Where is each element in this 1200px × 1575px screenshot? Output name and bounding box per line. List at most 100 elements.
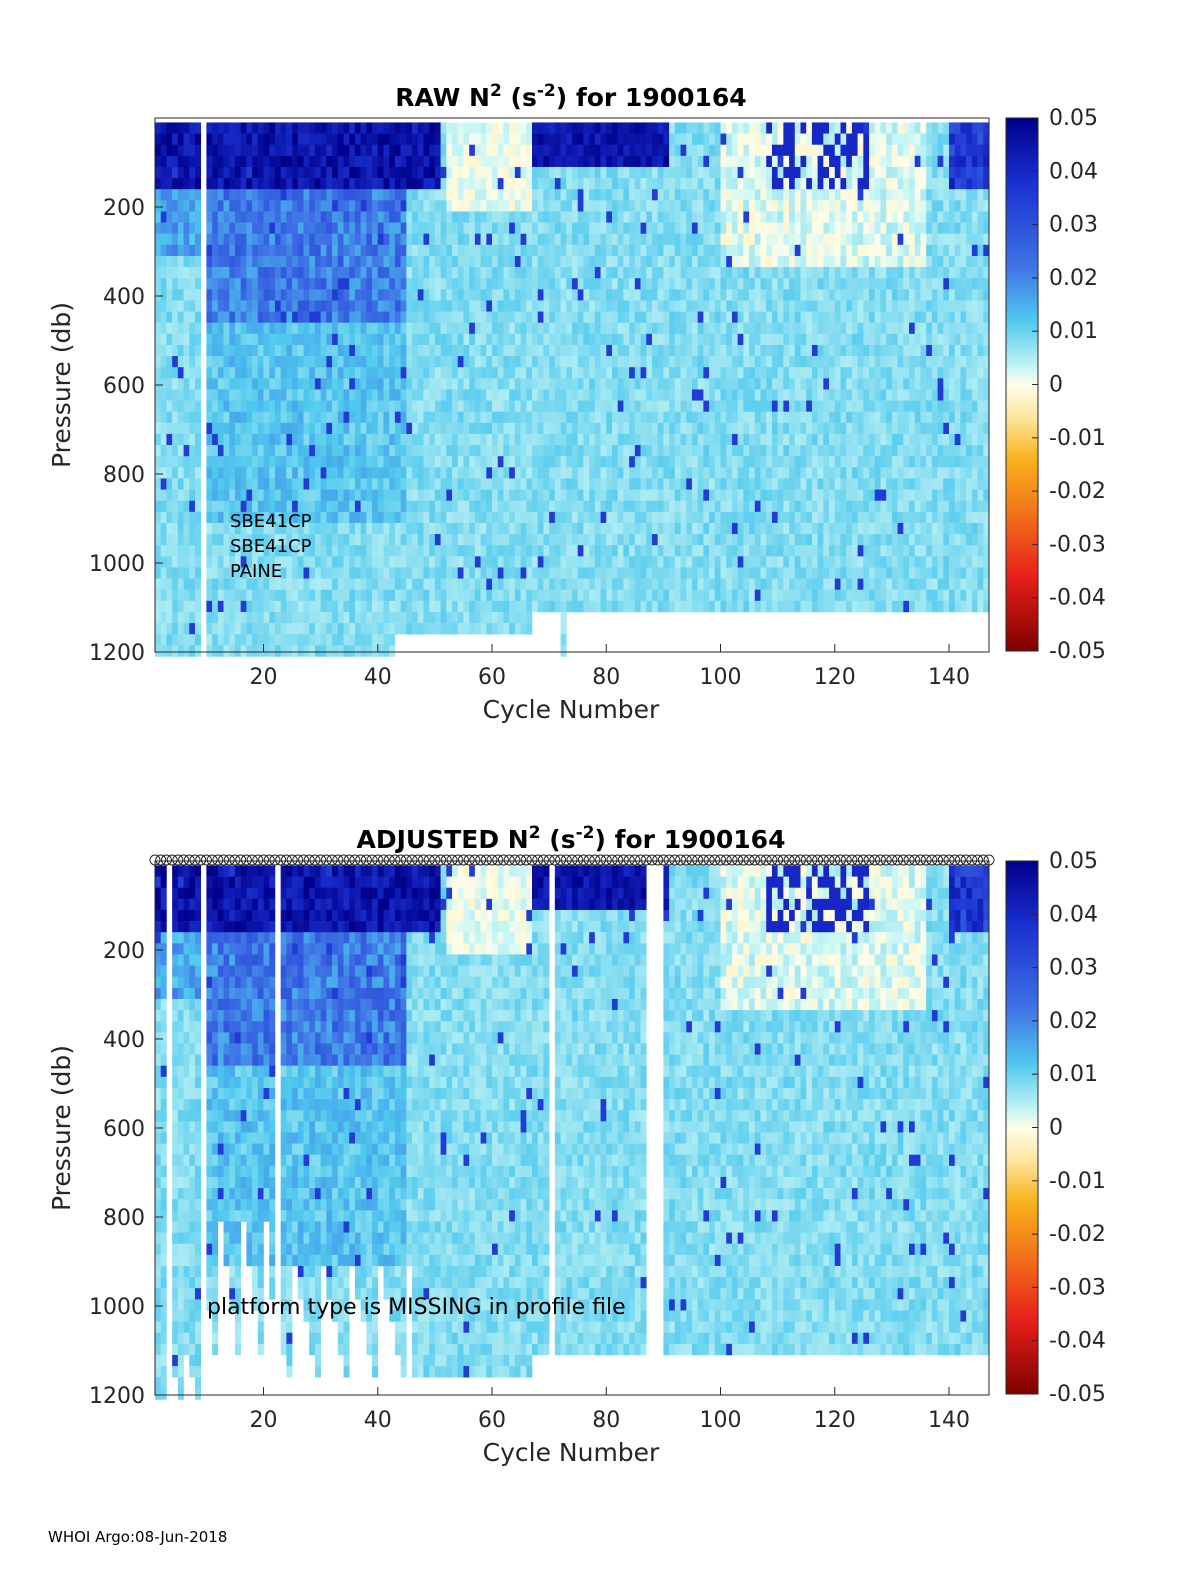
heatmap-cell (543, 367, 550, 379)
heatmap-cell (589, 511, 596, 524)
heatmap-cell (263, 144, 270, 157)
heatmap-cell (429, 122, 436, 134)
heatmap-cell (429, 522, 436, 535)
heatmap-cell (714, 289, 721, 301)
heatmap-cell (474, 144, 481, 157)
heatmap-cell (366, 478, 373, 490)
heatmap-cell (697, 389, 704, 401)
heatmap-cell (194, 333, 201, 346)
heatmap-cell (709, 133, 716, 145)
heatmap-cell (646, 545, 653, 557)
heatmap-cell (543, 222, 550, 234)
heatmap-cell (217, 289, 224, 301)
heatmap-cell (514, 400, 521, 412)
heatmap-cell (651, 489, 658, 501)
heatmap-cell (503, 356, 510, 368)
heatmap-cell (463, 522, 470, 535)
heatmap-cell (651, 133, 658, 145)
heatmap-cell (691, 411, 698, 424)
heatmap-cell (320, 545, 327, 557)
heatmap-cell (697, 189, 704, 201)
heatmap-cell (314, 144, 321, 157)
heatmap-cell (760, 600, 767, 613)
heatmap-cell (383, 122, 390, 134)
heatmap-cell (771, 589, 778, 602)
heatmap-cell (383, 467, 390, 479)
heatmap-cell (657, 122, 664, 134)
heatmap-cell (194, 278, 201, 290)
heatmap-cell (611, 211, 618, 223)
heatmap-cell (669, 244, 676, 257)
heatmap-cell (177, 267, 184, 279)
heatmap-cell (240, 534, 247, 546)
heatmap-cell (703, 144, 710, 157)
heatmap-cell (760, 244, 767, 257)
heatmap-cell (509, 478, 516, 490)
heatmap-cell (429, 356, 436, 368)
heatmap-cell (691, 311, 698, 323)
heatmap-cell (189, 467, 196, 479)
heatmap-cell (720, 200, 727, 212)
heatmap-cell (457, 589, 464, 602)
heatmap-cell (423, 322, 430, 335)
heatmap-cell (434, 200, 441, 212)
heatmap-cell (434, 233, 441, 246)
heatmap-cell (674, 278, 681, 290)
heatmap-cell (434, 456, 441, 468)
heatmap-cell (309, 333, 316, 346)
heatmap-cell (377, 400, 384, 412)
heatmap-cell (537, 556, 544, 568)
heatmap-cell (503, 289, 510, 301)
heatmap-cell (634, 122, 641, 134)
heatmap-cell (217, 178, 224, 190)
heatmap-cell (566, 433, 573, 446)
heatmap-cell (766, 233, 773, 246)
heatmap-cell (566, 422, 573, 435)
heatmap-cell (246, 634, 253, 646)
heatmap-cell (240, 578, 247, 591)
heatmap-cell (417, 311, 424, 323)
heatmap-cell (486, 578, 493, 591)
heatmap-cell (383, 400, 390, 412)
heatmap-cell (246, 367, 253, 379)
heatmap-cell (303, 356, 310, 368)
heatmap-cell (589, 189, 596, 201)
heatmap-cell (166, 534, 173, 546)
heatmap-cell (417, 578, 424, 591)
heatmap-cell (760, 200, 767, 212)
heatmap-cell (474, 233, 481, 246)
heatmap-cell (206, 367, 213, 379)
heatmap-cell (360, 322, 367, 335)
heatmap-cell (389, 189, 396, 201)
heatmap-cell (400, 511, 407, 524)
heatmap-cell (400, 378, 407, 390)
heatmap-cell (560, 222, 567, 234)
heatmap-cell (480, 166, 487, 179)
heatmap-cell (183, 267, 190, 279)
heatmap-cell (206, 166, 213, 179)
heatmap-cell (646, 456, 653, 468)
heatmap-cell (537, 422, 544, 435)
heatmap-cell (372, 166, 379, 179)
heatmap-cell (731, 489, 738, 501)
heatmap-cell (206, 556, 213, 568)
heatmap-cell (434, 322, 441, 335)
heatmap-cell (286, 511, 293, 524)
heatmap-cell (520, 255, 527, 268)
heatmap-cell (549, 600, 556, 613)
heatmap-cell (274, 578, 281, 591)
heatmap-cell (446, 478, 453, 490)
heatmap-cell (434, 623, 441, 635)
heatmap-cell (206, 322, 213, 335)
heatmap-cell (509, 233, 516, 246)
heatmap-cell (377, 456, 384, 468)
heatmap-cell (280, 545, 287, 557)
heatmap-cell (263, 478, 270, 490)
heatmap-cell (532, 467, 539, 479)
heatmap-cell (383, 289, 390, 301)
heatmap-cell (434, 300, 441, 312)
heatmap-cell (360, 166, 367, 179)
heatmap-cell (366, 322, 373, 335)
heatmap-cell (469, 255, 476, 268)
heatmap-cell (651, 400, 658, 412)
